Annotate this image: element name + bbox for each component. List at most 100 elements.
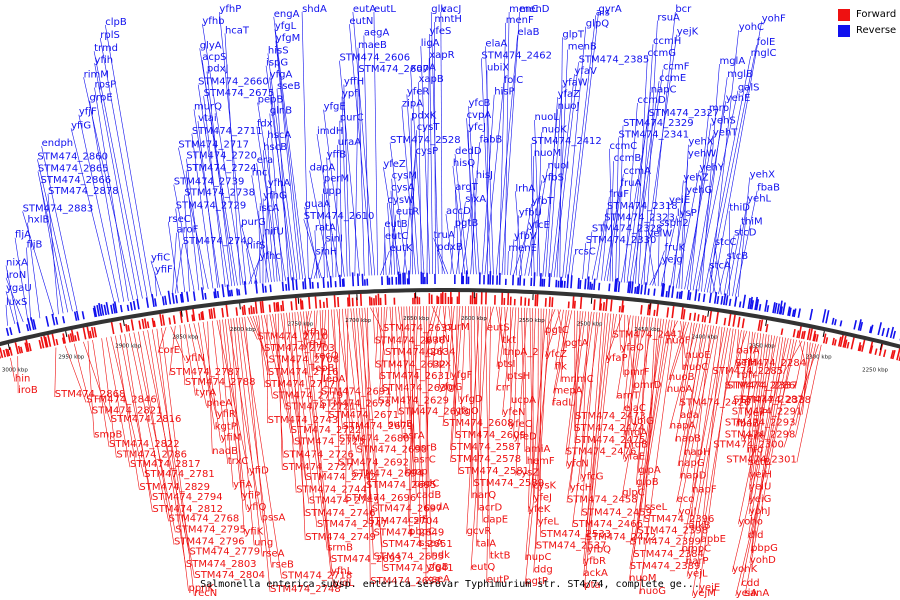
forward-gene-label: STM474_2822	[109, 439, 180, 450]
forward-gene-label: ptsI	[497, 359, 515, 370]
forward-gene-label: STM474_2694	[353, 469, 424, 480]
forward-gene-label: STM474_2721	[285, 401, 356, 412]
label-leader-line	[269, 77, 292, 281]
label-leader-line	[669, 323, 698, 429]
label-leader-line	[504, 306, 508, 380]
forward-gene-label: yfeK	[528, 504, 551, 515]
label-leader-line	[425, 305, 436, 343]
forward-gene-label: yfaE	[623, 451, 645, 462]
forward-gene-label: ddg	[534, 564, 553, 575]
label-leader-line	[197, 84, 230, 287]
forward-gene-label: fbaB	[736, 418, 759, 429]
reverse-gene-feature	[742, 294, 747, 309]
label-leader-line	[521, 307, 526, 452]
label-leader-line	[626, 92, 652, 283]
reverse-gene-label: yehX	[688, 137, 713, 148]
reverse-gene-label: purC	[340, 113, 364, 124]
reverse-gene-feature	[113, 301, 118, 314]
forward-gene-label: hemF	[527, 456, 555, 467]
forward-gene-feature	[235, 307, 239, 316]
label-leader-line	[623, 103, 638, 283]
forward-gene-label: STM474_2788	[185, 377, 256, 388]
forward-gene-label: glpA	[638, 465, 660, 476]
label-leader-line	[454, 306, 458, 439]
forward-gene-feature	[878, 342, 884, 357]
label-leader-line	[527, 308, 536, 513]
label-leader-line	[383, 166, 401, 275]
label-leader-line	[737, 330, 745, 378]
reverse-gene-label: maeB	[358, 40, 387, 51]
reverse-gene-feature	[110, 304, 114, 315]
forward-gene-feature	[55, 338, 59, 346]
reverse-gene-feature	[577, 277, 580, 289]
reverse-gene-feature	[186, 291, 190, 302]
reverse-gene-feature	[720, 295, 724, 305]
forward-gene-label: STM474_2618	[398, 407, 469, 418]
forward-gene-label: STM474_2589	[473, 478, 544, 489]
reverse-gene-label: STM474_2385	[579, 54, 650, 65]
reverse-gene-feature	[708, 292, 712, 303]
reverse-gene-feature	[548, 273, 551, 287]
label-leader-line	[744, 339, 795, 597]
reverse-gene-label: ccmB	[614, 153, 642, 164]
forward-gene-label: STM474_2795	[175, 524, 246, 535]
reverse-gene-feature	[694, 289, 698, 301]
reverse-gene-label: STM474_2323	[604, 213, 675, 224]
reverse-gene-label: hisJ	[476, 170, 493, 181]
forward-gene-label: napD	[680, 470, 707, 481]
forward-gene-label: STM474_2692	[338, 457, 409, 468]
label-leader-line	[638, 317, 648, 474]
label-leader-line	[618, 125, 624, 283]
forward-gene-label: STM474_2743	[268, 415, 339, 426]
label-leader-line	[378, 306, 388, 404]
reverse-gene-feature	[885, 327, 890, 338]
reverse-gene-label: upp	[322, 186, 341, 197]
reverse-gene-feature	[132, 300, 136, 311]
label-leader-line	[688, 326, 720, 529]
forward-gene-label: talA	[476, 538, 496, 549]
forward-gene-feature	[161, 314, 166, 326]
label-leader-line	[681, 144, 689, 290]
label-leader-line	[418, 82, 422, 275]
forward-gene-feature	[319, 299, 322, 309]
forward-gene-label: yfiA	[233, 479, 252, 490]
label-leader-line	[746, 331, 753, 417]
kbp-tick	[822, 331, 825, 338]
reverse-gene-label: STM474_2606	[339, 53, 410, 64]
forward-gene-label: STM474_2632	[375, 359, 446, 370]
label-leader-line	[420, 46, 431, 275]
forward-gene-feature	[656, 303, 660, 317]
reverse-gene-label: shdA	[302, 4, 327, 15]
reverse-gene-label: bcr	[675, 4, 692, 15]
forward-gene-feature	[307, 295, 311, 310]
reverse-gene-feature	[62, 316, 66, 324]
reverse-gene-label: ubiX	[487, 62, 509, 73]
forward-gene-feature	[28, 342, 32, 352]
forward-gene-feature	[682, 309, 686, 320]
forward-gene-label: STM474_2472	[586, 532, 657, 543]
label-leader-line	[677, 324, 706, 467]
label-leader-line	[581, 312, 598, 516]
label-leader-line	[660, 215, 678, 287]
forward-gene-feature	[833, 339, 837, 346]
label-leader-line	[623, 314, 626, 375]
label-leader-line	[440, 11, 443, 275]
forward-gene-feature	[130, 319, 135, 331]
label-leader-line	[621, 317, 653, 496]
reverse-swatch	[838, 25, 850, 37]
reverse-gene-feature	[825, 310, 830, 324]
forward-gene-feature	[241, 306, 245, 316]
label-leader-line	[175, 208, 186, 293]
label-leader-line	[391, 178, 398, 275]
label-leader-line	[632, 69, 664, 284]
forward-gene-label: STM474_2821	[92, 406, 163, 417]
label-leader-line	[683, 324, 703, 455]
reverse-gene-label: fdx	[257, 119, 273, 130]
label-leader-line	[224, 33, 241, 286]
reverse-gene-feature	[839, 320, 843, 327]
forward-gene-feature	[179, 311, 183, 323]
reverse-gene-feature	[570, 275, 573, 289]
reverse-gene-feature	[665, 290, 668, 298]
forward-gene-label: cysK	[533, 480, 557, 491]
reverse-gene-label: yfiG	[71, 120, 91, 131]
